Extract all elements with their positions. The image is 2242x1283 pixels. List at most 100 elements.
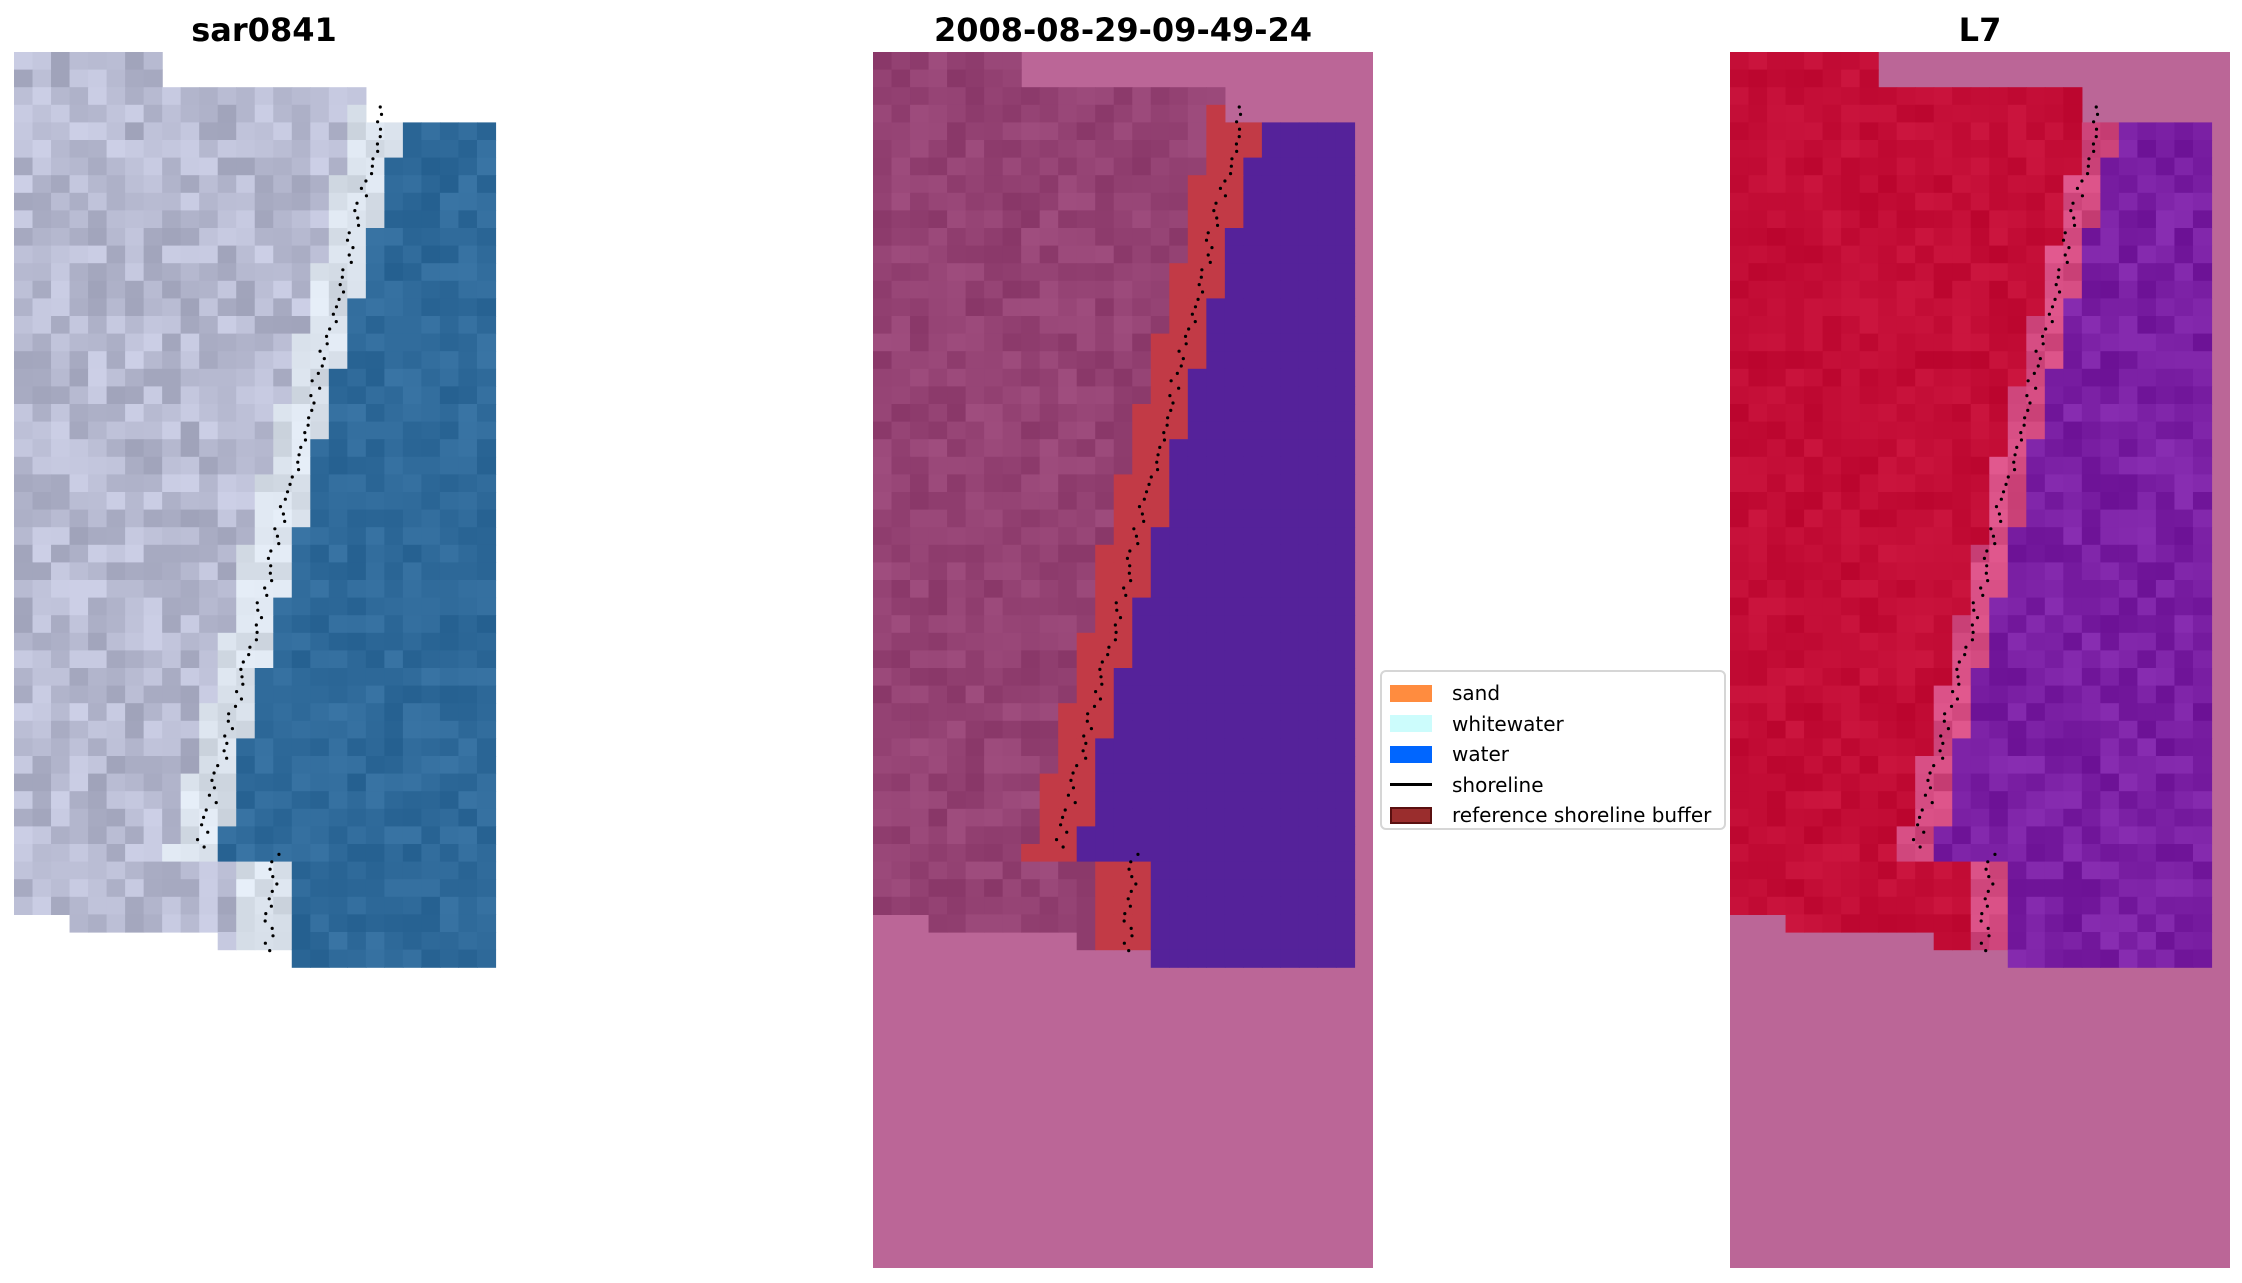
- water-pixel: [1261, 157, 1282, 176]
- water-pixel: [1261, 632, 1282, 651]
- land-pixel: [1730, 386, 1750, 405]
- water-pixel: [2118, 756, 2139, 775]
- land-pixel: [69, 492, 89, 511]
- land-pixel: [254, 333, 274, 352]
- land-pixel: [1095, 192, 1115, 211]
- water-pixel: [1280, 192, 1300, 211]
- water-pixel: [2137, 808, 2157, 827]
- land-pixel: [1822, 703, 1842, 722]
- water-pixel: [310, 439, 330, 458]
- water-pixel: [365, 826, 385, 845]
- land-pixel: [217, 492, 237, 511]
- water-pixel: [1132, 615, 1152, 634]
- land-pixel: [910, 280, 930, 299]
- water-pixel: [328, 404, 348, 423]
- buffer-pixel: [1169, 316, 1189, 335]
- land-pixel: [125, 580, 145, 599]
- land-pixel: [928, 562, 948, 581]
- water-pixel: [2118, 773, 2139, 792]
- land-pixel: [273, 140, 293, 159]
- land-pixel: [947, 703, 967, 722]
- water-pixel: [384, 615, 404, 634]
- land-pixel: [2026, 122, 2046, 141]
- water-pixel: [2081, 298, 2101, 317]
- land-pixel: [14, 492, 34, 511]
- land-pixel: [88, 175, 108, 194]
- water-pixel: [2155, 703, 2176, 722]
- water-pixel: [2100, 632, 2120, 651]
- water-pixel: [347, 720, 367, 739]
- shoreline-point: [297, 453, 301, 457]
- land-pixel: [1989, 368, 2009, 387]
- land-pixel: [1896, 404, 1916, 423]
- water-pixel: [1206, 386, 1226, 405]
- land-pixel: [1841, 826, 1861, 845]
- water-pixel: [1169, 456, 1189, 475]
- land-pixel: [106, 773, 126, 792]
- water-pixel: [1187, 826, 1207, 845]
- land-pixel: [1021, 368, 1041, 387]
- beach-pixel: [254, 861, 274, 880]
- water-pixel: [2100, 210, 2120, 229]
- land-pixel: [1730, 703, 1750, 722]
- shoreline-point: [2080, 179, 2084, 183]
- land-pixel: [1039, 703, 1059, 722]
- land-pixel: [1970, 421, 1990, 440]
- beach-pixel: [180, 791, 200, 810]
- land-pixel: [947, 861, 967, 880]
- land-pixel: [1002, 228, 1022, 247]
- water-pixel: [347, 509, 367, 528]
- land-pixel: [1915, 228, 1935, 247]
- land-pixel: [2026, 298, 2046, 317]
- beach-pixel: [328, 192, 348, 211]
- land-pixel: [1804, 351, 1824, 370]
- water-pixel: [1261, 720, 1282, 739]
- beach-pixel: [236, 650, 256, 669]
- water-pixel: [2063, 298, 2083, 317]
- land-pixel: [910, 456, 930, 475]
- water-pixel: [384, 791, 404, 810]
- land-pixel: [1748, 52, 1768, 71]
- water-pixel: [1298, 949, 1319, 968]
- water-pixel: [2026, 703, 2046, 722]
- water-pixel: [2137, 157, 2157, 176]
- water-pixel: [2174, 949, 2194, 968]
- land-pixel: [162, 703, 182, 722]
- buffer-pixel: [1187, 210, 1207, 229]
- land-pixel: [1039, 527, 1059, 546]
- land-pixel: [1915, 263, 1935, 282]
- water-pixel: [384, 738, 404, 757]
- land-pixel: [180, 122, 200, 141]
- water-pixel: [2155, 544, 2176, 563]
- water-pixel: [2192, 474, 2213, 493]
- land-pixel: [1730, 773, 1750, 792]
- rgb-image-panel: [14, 52, 514, 1268]
- land-pixel: [69, 738, 89, 757]
- land-pixel: [928, 404, 948, 423]
- land-pixel: [69, 597, 89, 616]
- water-pixel: [2155, 263, 2176, 282]
- water-pixel: [458, 861, 478, 880]
- land-pixel: [965, 580, 985, 599]
- land-pixel: [14, 668, 34, 687]
- water-pixel: [2081, 615, 2101, 634]
- water-pixel: [2044, 421, 2064, 440]
- land-pixel: [88, 650, 108, 669]
- water-pixel: [384, 932, 404, 951]
- land-pixel: [873, 104, 893, 123]
- land-pixel: [217, 386, 237, 405]
- water-pixel: [1187, 808, 1207, 827]
- water-pixel: [1261, 368, 1282, 387]
- water-pixel: [273, 668, 293, 687]
- water-pixel: [1989, 632, 2009, 651]
- land-pixel: [984, 210, 1004, 229]
- water-pixel: [2044, 826, 2064, 845]
- land-pixel: [1952, 87, 1972, 106]
- water-pixel: [1187, 949, 1207, 968]
- water-pixel: [347, 474, 367, 493]
- beach-pixel: [273, 404, 293, 423]
- water-pixel: [1243, 826, 1263, 845]
- water-pixel: [2174, 685, 2194, 704]
- water-pixel: [2174, 738, 2194, 757]
- water-pixel: [1206, 333, 1226, 352]
